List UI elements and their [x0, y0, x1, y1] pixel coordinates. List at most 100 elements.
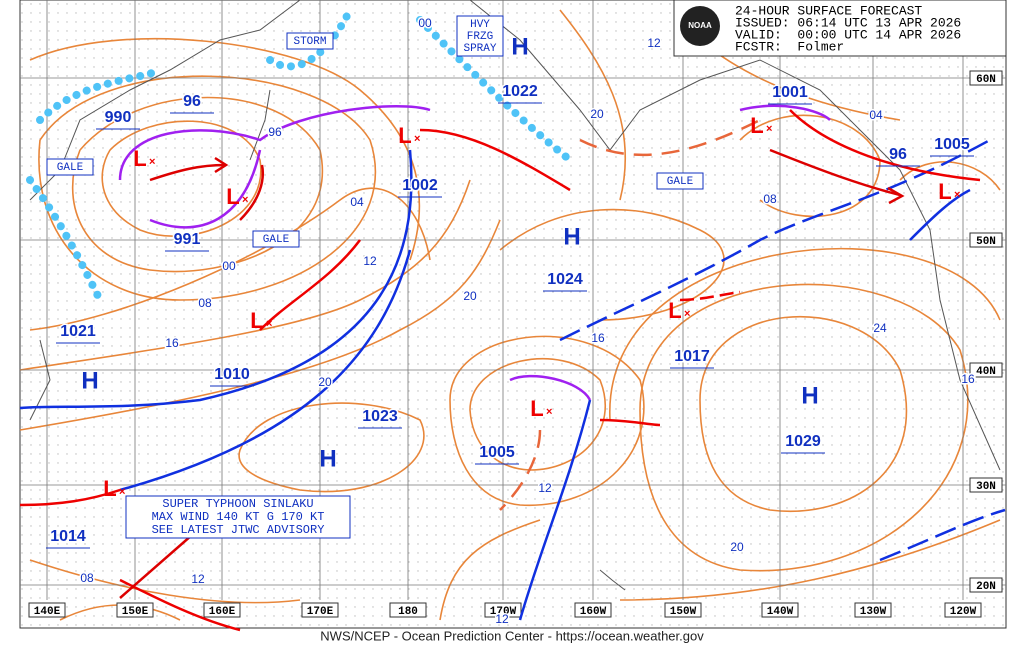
isobar-label: 12: [191, 572, 205, 586]
pressure-label: 1023: [362, 408, 398, 425]
isobar-label: 12: [495, 612, 509, 626]
advisory-text: SUPER TYPHOON SINLAKU: [162, 497, 313, 511]
lon-label: 160W: [580, 606, 607, 618]
isobar-label: 04: [869, 108, 883, 122]
pressure-label: 990: [105, 109, 132, 126]
warning-text: GALE: [57, 162, 84, 174]
isobar-label: 20: [463, 289, 477, 303]
low-x: ×: [149, 156, 155, 168]
isobar-label: 96: [268, 125, 282, 139]
forecaster: FCSTR: Folmer: [735, 39, 844, 54]
isobar-label: 16: [591, 331, 605, 345]
warning-text: STORM: [293, 36, 326, 48]
lat-label: 20N: [976, 581, 996, 593]
lon-label: 140W: [767, 606, 794, 618]
high-center: H: [511, 33, 528, 60]
isobar-label: 00: [418, 16, 432, 30]
low-center: L: [750, 113, 763, 138]
low-center: L: [938, 179, 951, 204]
pressure-label: 1021: [60, 323, 96, 340]
low-x: ×: [414, 133, 420, 145]
pressure-label: 991: [174, 231, 201, 248]
pressure-label: 1005: [479, 444, 515, 461]
isobar-label: 20: [730, 540, 744, 554]
warning-box: [656, 172, 704, 190]
lon-label-box: [203, 602, 241, 618]
low-x: ×: [954, 189, 960, 201]
graticule: 140E 150E 160E 170E 180 170W 160W 150W 140W 130W 1…: [20, 0, 1006, 618]
isobar-label: 08: [198, 296, 212, 310]
lon-label: 150W: [670, 606, 697, 618]
lon-label: 130W: [860, 606, 887, 618]
lat-label-box: [969, 232, 1003, 248]
lon-label-box: [761, 602, 799, 618]
low-center: L: [103, 476, 116, 501]
isobar-label: 20: [590, 107, 604, 121]
pressure-label: 1022: [502, 83, 538, 100]
title: 24-HOUR SURFACE FORECAST: [735, 3, 922, 18]
low-center: L: [226, 184, 239, 209]
warning-text: SPRAY: [463, 43, 496, 55]
advisory-text: SEE LATEST JTWC ADVISORY: [152, 523, 325, 537]
high-center: H: [563, 223, 580, 250]
warning-text: GALE: [667, 176, 694, 188]
isobar-label: 12: [363, 254, 377, 268]
pressure-label: 1017: [674, 348, 710, 365]
lon-label-box: [484, 602, 522, 618]
isobar-label: 24: [873, 321, 887, 335]
lat-label: 60N: [976, 74, 996, 86]
lon-label-box: [944, 602, 982, 618]
logo: NOAA: [688, 21, 712, 30]
low-center: L: [398, 123, 411, 148]
lat-label-box: [969, 477, 1003, 493]
isobar-label: 16: [961, 372, 975, 386]
lat-label-box: [969, 577, 1003, 593]
high-center: H: [319, 445, 336, 472]
lon-label: 170W: [490, 606, 517, 618]
isobar-label: 08: [763, 192, 777, 206]
isobar-label: 00: [222, 259, 236, 273]
pressure-label: 1029: [785, 433, 821, 450]
warning-box: [286, 32, 334, 50]
fronts: [19, 104, 1006, 632]
high-center: H: [801, 382, 818, 409]
lon-label: 160E: [209, 606, 236, 618]
lat-label-box: [969, 362, 1003, 378]
warning-box: [252, 230, 300, 248]
pressure-label: 1005: [934, 136, 970, 153]
lat-label: 40N: [976, 366, 996, 378]
lon-label-box: [389, 602, 427, 618]
isobar-label: 08: [80, 571, 94, 585]
low-center: L: [133, 146, 146, 171]
advisory-box: [125, 495, 351, 539]
low-center: L: [668, 298, 681, 323]
lon-label: 120W: [950, 606, 977, 618]
warning-text: GALE: [263, 234, 290, 246]
lat-label-box: [969, 70, 1003, 86]
pressure-label: 1002: [402, 177, 438, 194]
low-x: ×: [242, 194, 248, 206]
issued: ISSUED: 06:14 UTC 13 APR 2026: [735, 15, 961, 30]
low-center: L: [250, 308, 263, 333]
warning-text: HVY: [470, 19, 490, 31]
footer: NWS/NCEP - Ocean Prediction Center - htt…: [320, 628, 704, 643]
lon-label-box: [854, 602, 892, 618]
low-x: ×: [119, 486, 125, 498]
lon-label-box: [664, 602, 702, 618]
lon-label-box: [28, 602, 66, 618]
lat-label: 30N: [976, 481, 996, 493]
low-x: ×: [546, 406, 552, 418]
pressure-label: 96: [889, 146, 907, 163]
low-x: ×: [266, 318, 272, 330]
low-center: L: [530, 396, 543, 421]
isobar-label: 16: [165, 336, 179, 350]
pressure-label: 96: [183, 93, 201, 110]
lon-label: 150E: [122, 606, 149, 618]
high-center: H: [81, 367, 98, 394]
pressure-label: 1001: [772, 84, 808, 101]
pressure-label: 1010: [214, 366, 250, 383]
isobar-label: 12: [647, 36, 661, 50]
lon-label: 170E: [307, 606, 334, 618]
